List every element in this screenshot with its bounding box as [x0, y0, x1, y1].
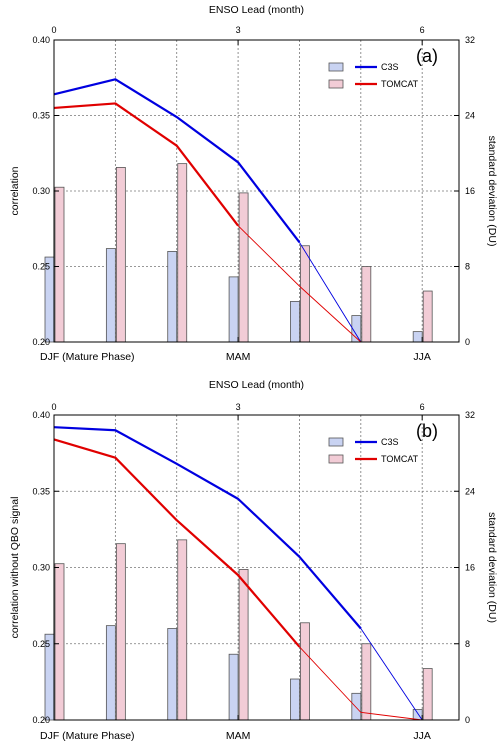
ytick-label: 0.40	[32, 410, 50, 420]
ytick-label: 0.20	[32, 715, 50, 725]
ytick-label: 0.30	[32, 186, 50, 196]
y2label: standard deviation (DU)	[486, 136, 498, 247]
panel-label: (a)	[416, 46, 438, 66]
y2tick-label: 8	[465, 262, 470, 272]
y2tick-label: 32	[465, 410, 475, 420]
bar-tomcat	[361, 643, 372, 721]
panel-label: (b)	[416, 421, 438, 441]
ytick-label: 0.40	[32, 35, 50, 45]
bar-c3s	[167, 250, 178, 343]
bottom-xtick-label: DJF (Mature Phase)	[40, 730, 135, 742]
legend-swatch-tomcat	[328, 454, 344, 464]
legend-swatch-c3s	[328, 62, 344, 72]
bar-c3s	[105, 248, 116, 343]
bar-tomcat	[422, 290, 433, 343]
top-xtick-label: 0	[51, 402, 56, 412]
legend-label-tomcat: TOMCAT	[381, 454, 419, 464]
ytick-label: 0.35	[32, 111, 50, 121]
top-axis-title: ENSO Lead (month)	[209, 4, 304, 16]
y2label: standard deviation (DU)	[486, 512, 498, 623]
bottom-xtick-label: JJA	[413, 351, 431, 363]
ytick-label: 0.20	[32, 337, 50, 347]
bottom-xtick-label: MAM	[226, 351, 251, 363]
ytick-label: 0.35	[32, 486, 50, 496]
bar-tomcat	[300, 622, 310, 721]
y2tick-label: 24	[465, 111, 475, 121]
bar-tomcat	[115, 543, 126, 721]
line-tomcat	[53, 438, 301, 648]
ytick-label: 0.25	[32, 639, 50, 649]
y2tick-label: 0	[465, 715, 470, 725]
legend-label-c3s: C3S	[381, 62, 399, 72]
ylabel: correlation without QBO signal	[9, 497, 21, 639]
top-xtick-label: 0	[51, 25, 56, 35]
bar-tomcat	[54, 186, 65, 343]
bottom-xtick-label: MAM	[226, 730, 251, 742]
bar-tomcat	[177, 163, 188, 343]
bar-c3s	[290, 301, 300, 343]
y2tick-label: 24	[465, 486, 475, 496]
line-c3s	[53, 426, 362, 630]
line-c3s-thin	[360, 628, 423, 721]
bar-c3s	[351, 692, 362, 721]
bar-tomcat	[238, 192, 249, 343]
legend-swatch-c3s	[328, 437, 344, 447]
y2tick-label: 16	[465, 186, 475, 196]
y2tick-label: 16	[465, 563, 475, 573]
bar-tomcat	[177, 539, 188, 721]
y2tick-label: 32	[465, 35, 475, 45]
top-xtick-label: 3	[236, 25, 241, 35]
y2tick-label: 8	[465, 639, 470, 649]
line-c3s	[53, 78, 301, 244]
bottom-xtick-label: DJF (Mature Phase)	[40, 351, 135, 363]
y2tick-label: 0	[465, 337, 470, 347]
ytick-label: 0.25	[32, 262, 50, 272]
bar-c3s	[228, 276, 239, 343]
bar-tomcat	[361, 266, 372, 343]
bar-c3s	[290, 678, 300, 721]
line-tomcat-thin	[299, 646, 423, 721]
bar-tomcat	[115, 167, 126, 343]
top-axis-title: ENSO Lead (month)	[209, 379, 304, 391]
legend-label-c3s: C3S	[381, 437, 399, 447]
line-tomcat	[53, 102, 239, 227]
top-xtick-label: 6	[420, 402, 425, 412]
bar-tomcat	[54, 563, 65, 721]
bar-c3s	[228, 653, 239, 721]
ylabel: correlation	[9, 166, 21, 215]
bottom-xtick-label: JJA	[413, 730, 431, 742]
bar-tomcat	[238, 569, 249, 721]
top-xtick-label: 6	[420, 25, 425, 35]
legend-swatch-tomcat	[328, 79, 344, 89]
top-xtick-label: 3	[236, 402, 241, 412]
ytick-label: 0.30	[32, 563, 50, 573]
bar-c3s	[167, 628, 178, 721]
line-tomcat-thin	[237, 225, 423, 343]
bar-c3s	[105, 625, 116, 721]
bar-tomcat	[422, 668, 433, 721]
legend-label-tomcat: TOMCAT	[381, 79, 419, 89]
bar-c3s	[412, 331, 423, 343]
